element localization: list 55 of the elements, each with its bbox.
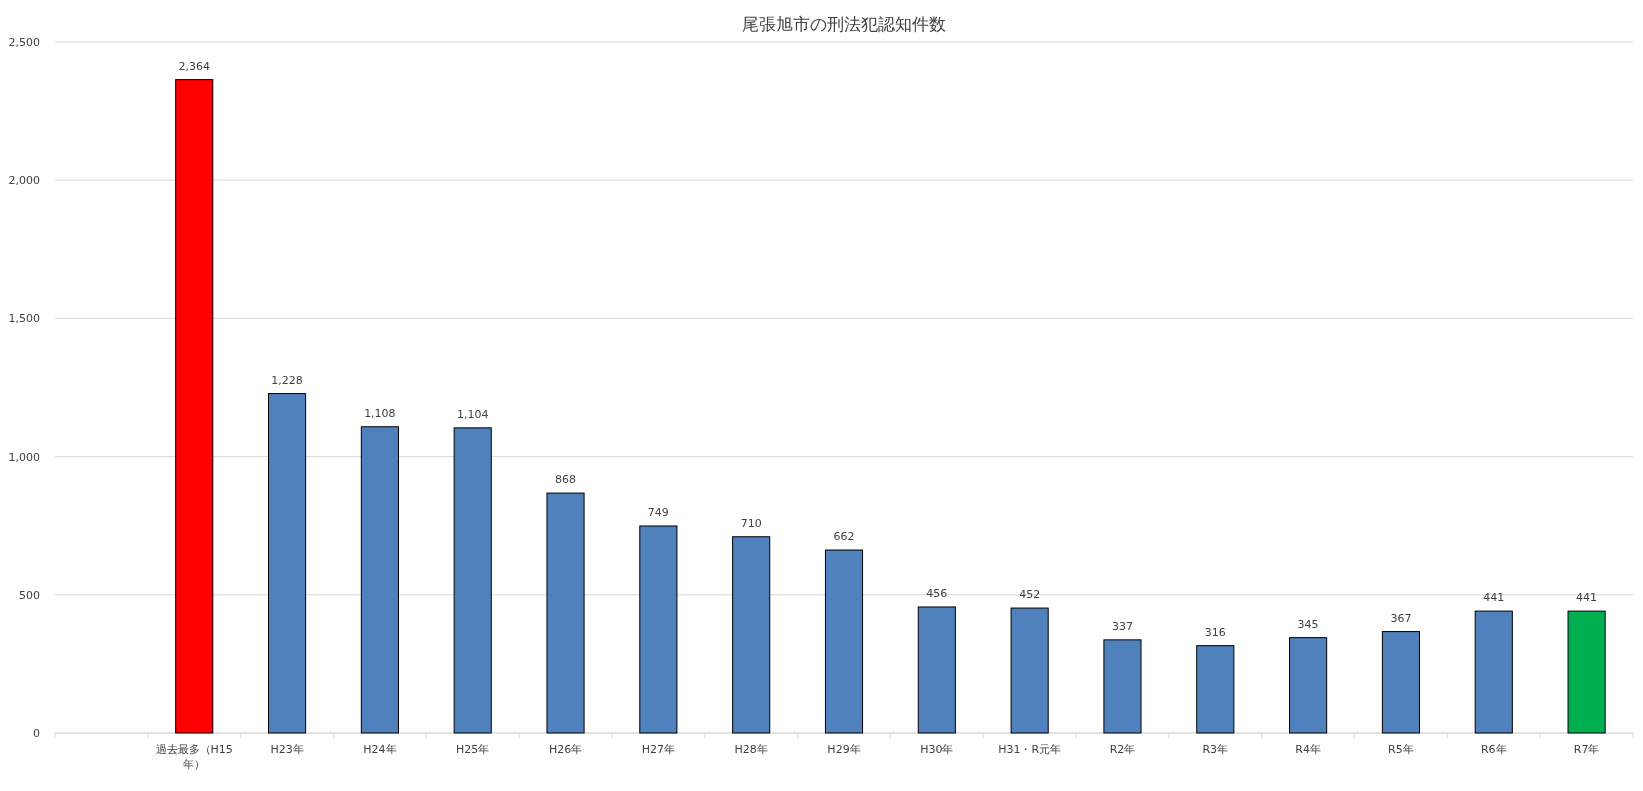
- chart-title: 尾張旭市の刑法犯認知件数: [742, 14, 946, 34]
- x-tick-label: H27年: [641, 743, 675, 756]
- data-label: 662: [833, 530, 855, 544]
- data-label: 1,228: [271, 373, 303, 387]
- data-label: 441: [1576, 591, 1598, 605]
- y-tick-label: 2,000: [8, 174, 40, 188]
- data-label: 441: [1483, 591, 1505, 605]
- data-label: 316: [1204, 625, 1226, 639]
- bar: [917, 606, 956, 734]
- data-label: 1,104: [456, 407, 489, 421]
- bar: [1289, 637, 1328, 734]
- x-tick-label: R4年: [1295, 743, 1321, 756]
- bar: [267, 393, 307, 734]
- data-label: 868: [555, 473, 577, 487]
- x-tick-label: R2年: [1109, 743, 1136, 756]
- x-tick-label: H31・R元年: [998, 743, 1062, 756]
- bar: [453, 427, 492, 734]
- bar: [1381, 631, 1421, 734]
- data-label: 1,108: [364, 406, 396, 420]
- x-tick-label: H23年: [270, 743, 304, 756]
- x-tick-label: H26年: [548, 743, 583, 756]
- x-tick-label: R3年: [1202, 743, 1229, 756]
- bar: [175, 79, 214, 734]
- data-label: 749: [647, 505, 669, 519]
- bar: [360, 426, 399, 734]
- x-tick-label: 過去最多（H15年）: [155, 743, 233, 771]
- data-label: 452: [1019, 588, 1041, 602]
- bar: [824, 549, 864, 734]
- bar: [1474, 610, 1513, 734]
- data-label: 367: [1390, 611, 1412, 625]
- x-tick-label: H30年: [920, 743, 954, 756]
- y-tick-label: 2,500: [8, 36, 40, 49]
- x-tick-label: H25年: [456, 743, 490, 756]
- bar: [639, 525, 678, 734]
- bar: [732, 536, 771, 734]
- data-label: 456: [926, 586, 948, 600]
- data-label: 2,364: [178, 59, 210, 73]
- data-label: 345: [1297, 617, 1319, 631]
- bar: [1567, 610, 1606, 734]
- x-tick-label: H24年: [363, 743, 397, 756]
- bar: [546, 492, 585, 734]
- y-tick-label: 1,000: [8, 450, 40, 464]
- x-tick-label: R6年: [1480, 743, 1507, 756]
- x-tick-label: R7年: [1573, 743, 1600, 756]
- x-tick-label: R5年: [1388, 743, 1414, 756]
- y-tick-label: 1,500: [8, 312, 40, 326]
- x-tick-label: H29年: [827, 743, 861, 756]
- y-tick-label: 0: [33, 727, 40, 740]
- bar: [1103, 639, 1142, 734]
- data-label: 337: [1111, 619, 1133, 633]
- x-tick-label: H28年: [734, 743, 768, 756]
- data-label: 710: [740, 516, 762, 530]
- bar: [1010, 607, 1049, 734]
- y-tick-label: 500: [19, 588, 40, 602]
- bar: [1196, 645, 1235, 734]
